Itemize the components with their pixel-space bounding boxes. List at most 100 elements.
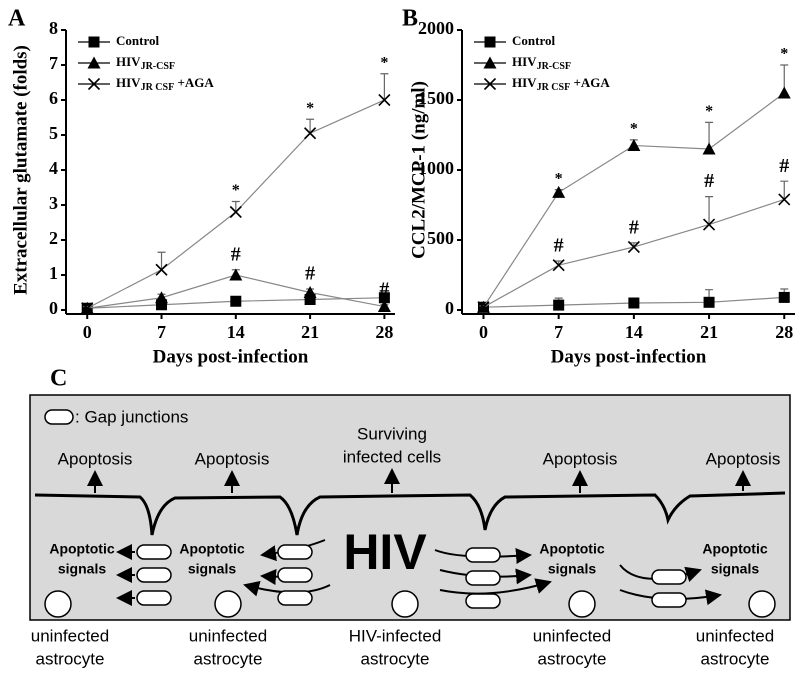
annotation: * <box>380 54 388 71</box>
panel-label: C <box>50 366 67 392</box>
legend-subscript: JR CSF <box>141 82 175 93</box>
marker <box>777 86 791 99</box>
legend-entry: HIVJR CSF +AGA <box>512 75 610 93</box>
legend-text: : Gap junctions <box>75 407 188 426</box>
nuclei <box>44 590 776 618</box>
legend-suffix: +AGA <box>174 75 214 90</box>
marker <box>304 127 317 140</box>
signal-label: signals <box>548 561 596 577</box>
x-tick-label: 21 <box>700 322 718 342</box>
annotation: * <box>232 182 240 199</box>
marker <box>303 286 317 298</box>
legend-name: Control <box>512 33 555 48</box>
annotation: * <box>555 170 563 187</box>
signal-label: Apoptotic <box>539 541 605 557</box>
error-bar <box>780 180 789 200</box>
marker <box>378 292 390 304</box>
legend-name: HIV <box>116 75 141 90</box>
legend-name: Control <box>116 33 159 48</box>
cell-label: uninfected <box>31 626 109 645</box>
marker <box>552 259 565 272</box>
signal-label: Apoptotic <box>49 541 115 557</box>
chart: A 0 1 2 3 4 5 6 7 8 0 7 14 21 28 Days post-infection Ext… <box>8 6 395 367</box>
marker <box>156 299 168 311</box>
annotation: # <box>554 235 564 257</box>
cell-label: astrocyte <box>701 649 770 668</box>
y-tick-label: 3 <box>49 193 58 213</box>
y-tick-label: 0 <box>49 298 58 318</box>
marker <box>477 301 490 314</box>
x-axis-label: Days post-infection <box>551 346 707 367</box>
annotation: # <box>629 216 639 238</box>
y-tick-label: 4 <box>49 158 58 178</box>
legend-name: HIV <box>116 54 141 69</box>
annotation: # <box>704 170 714 192</box>
marker <box>378 93 391 107</box>
y-tick-label: 7 <box>49 53 58 73</box>
cell-label: uninfected <box>189 626 267 645</box>
legend-name: HIV <box>512 75 537 90</box>
legend-name: HIV <box>512 54 537 69</box>
marker <box>703 296 715 308</box>
diagram: C : Gap junctions Apoptosis Apoptosis Su… <box>29 366 791 668</box>
panel-label: A <box>8 6 26 32</box>
error-bar <box>231 200 240 212</box>
x-tick-label: 0 <box>83 322 92 342</box>
x-tick-label: 21 <box>301 322 319 342</box>
marker <box>627 139 641 151</box>
error-bar <box>306 118 315 134</box>
legend-entry: HIVJR-CSF <box>116 54 175 72</box>
x-tick-label: 28 <box>375 322 393 342</box>
cell-label: astrocyte <box>361 649 430 668</box>
annotation: # <box>231 243 241 265</box>
signal-label: Apoptotic <box>702 541 768 557</box>
top-label: infected cells <box>343 447 441 466</box>
marker <box>778 193 791 206</box>
legend-entry: Control <box>116 33 159 48</box>
x-tick-label: 14 <box>625 322 643 342</box>
cell-label: uninfected <box>696 626 774 645</box>
legend-subscript: JR-CSF <box>141 61 175 72</box>
marker <box>553 299 565 311</box>
marker <box>87 56 101 69</box>
marker <box>483 77 497 91</box>
y-tick-label: 5 <box>49 123 58 143</box>
membrane <box>34 491 786 536</box>
legend-suffix: +AGA <box>570 75 610 90</box>
marker <box>155 291 169 304</box>
y-tick-label: 500 <box>427 228 454 248</box>
top-label: Surviving <box>357 424 427 443</box>
legend-subscript: JR-CSF <box>537 61 571 72</box>
marker <box>229 205 242 219</box>
x-tick-label: 28 <box>775 322 793 342</box>
y-tick-label: 0 <box>445 298 454 318</box>
marker <box>229 268 243 281</box>
marker <box>155 263 168 276</box>
x-tick-label: 7 <box>554 322 563 342</box>
legend-subscript: JR CSF <box>537 82 571 93</box>
marker <box>627 240 640 254</box>
chart: B 0 500 1000 1500 2000 0 7 14 21 28 Days post-infec… <box>402 6 795 367</box>
legend-entry: HIVJR CSF +AGA <box>116 75 214 93</box>
error-bar <box>157 251 166 270</box>
y-tick-label: 2000 <box>418 18 454 38</box>
y-tick-label: 1500 <box>418 88 454 108</box>
top-label: Apoptosis <box>706 449 781 468</box>
hiv-label: HIV <box>343 524 427 580</box>
legend-entry: Control <box>512 33 555 48</box>
gap-junctions <box>136 544 687 609</box>
marker <box>484 36 496 48</box>
cell-label: HIV-infected <box>349 626 442 645</box>
signal-label: signals <box>58 561 106 577</box>
annotation: # <box>379 278 389 300</box>
annotation: # <box>305 263 315 285</box>
cell-label: uninfected <box>533 626 611 645</box>
signal-label: Apoptotic <box>179 541 245 557</box>
annotation: # <box>779 155 789 177</box>
marker <box>377 300 391 312</box>
annotation: * <box>705 103 713 120</box>
top-label: Apoptosis <box>543 449 618 468</box>
cell-label: astrocyte <box>538 649 607 668</box>
marker <box>87 77 101 91</box>
